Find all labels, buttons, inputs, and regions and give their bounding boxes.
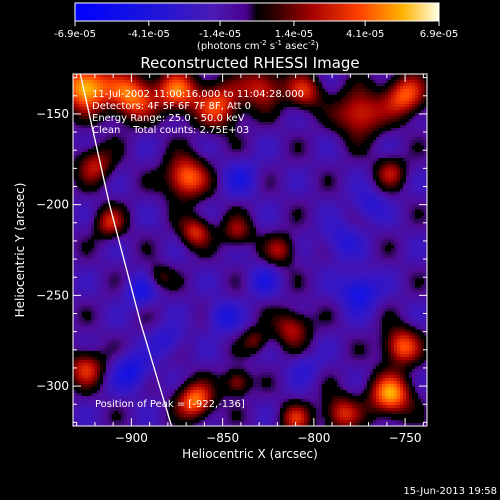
colorbar-tick-label: 6.9e-05	[420, 29, 458, 40]
plot-frame	[72, 73, 428, 427]
date-stamp: 15-Jun-2013 19:58	[403, 486, 497, 497]
colorbar-units: (photons cm-2 s-1 asec-2)	[197, 39, 319, 52]
colorbar-tick-label: -6.9e-05	[54, 29, 96, 40]
y-tick-label: −300	[36, 379, 69, 393]
x-tick-label: −750	[389, 431, 422, 445]
info-detectors: Detectors: 4F 5F 6F 7F 8F, Att 0	[92, 101, 251, 112]
colorbar-tick-label: -1.4e-05	[199, 29, 241, 40]
x-axis-label: Heliocentric X (arcsec)	[182, 447, 318, 461]
heatmap-image	[73, 74, 427, 426]
x-tick-label: −800	[297, 431, 330, 445]
x-tick-label: −850	[206, 431, 239, 445]
x-tick-label: −900	[115, 431, 148, 445]
peak-position-label: Position of Peak = [-922,-136]	[95, 399, 245, 410]
colorbar-tick-label: -4.1e-05	[128, 29, 170, 40]
info-time-range: 11-Jul-2002 11:00:16.000 to 11:04:28.000	[92, 89, 304, 100]
chart-title: Reconstructed RHESSI Image	[140, 54, 359, 72]
y-tick-label: −250	[36, 288, 69, 302]
y-tick-label: −200	[36, 198, 69, 212]
colorbar-tick-label: 4.1e-05	[346, 29, 384, 40]
solar-limb-line	[79, 74, 173, 426]
y-axis-ticks: −150 −200 −250 −300	[36, 77, 427, 423]
info-energy-range: Energy Range: 25.0 - 50.0 keV	[92, 113, 245, 124]
colorbar	[74, 2, 440, 22]
info-block: 11-Jul-2002 11:00:16.000 to 11:04:28.000…	[92, 89, 304, 136]
colorbar-ticks: -6.9e-05 -4.1e-05 -1.4e-05 1.4e-05 4.1e-05 6.…	[54, 21, 458, 40]
x-axis-ticks: −900 −850 −800 −750	[76, 74, 424, 445]
y-axis-label: Heliocentric Y (arcsec)	[13, 183, 27, 318]
colorbar-tick-label: 1.4e-05	[275, 29, 313, 40]
y-tick-label: −150	[36, 107, 69, 121]
info-total-counts: Clean Total counts: 2.75E+03	[92, 125, 249, 136]
